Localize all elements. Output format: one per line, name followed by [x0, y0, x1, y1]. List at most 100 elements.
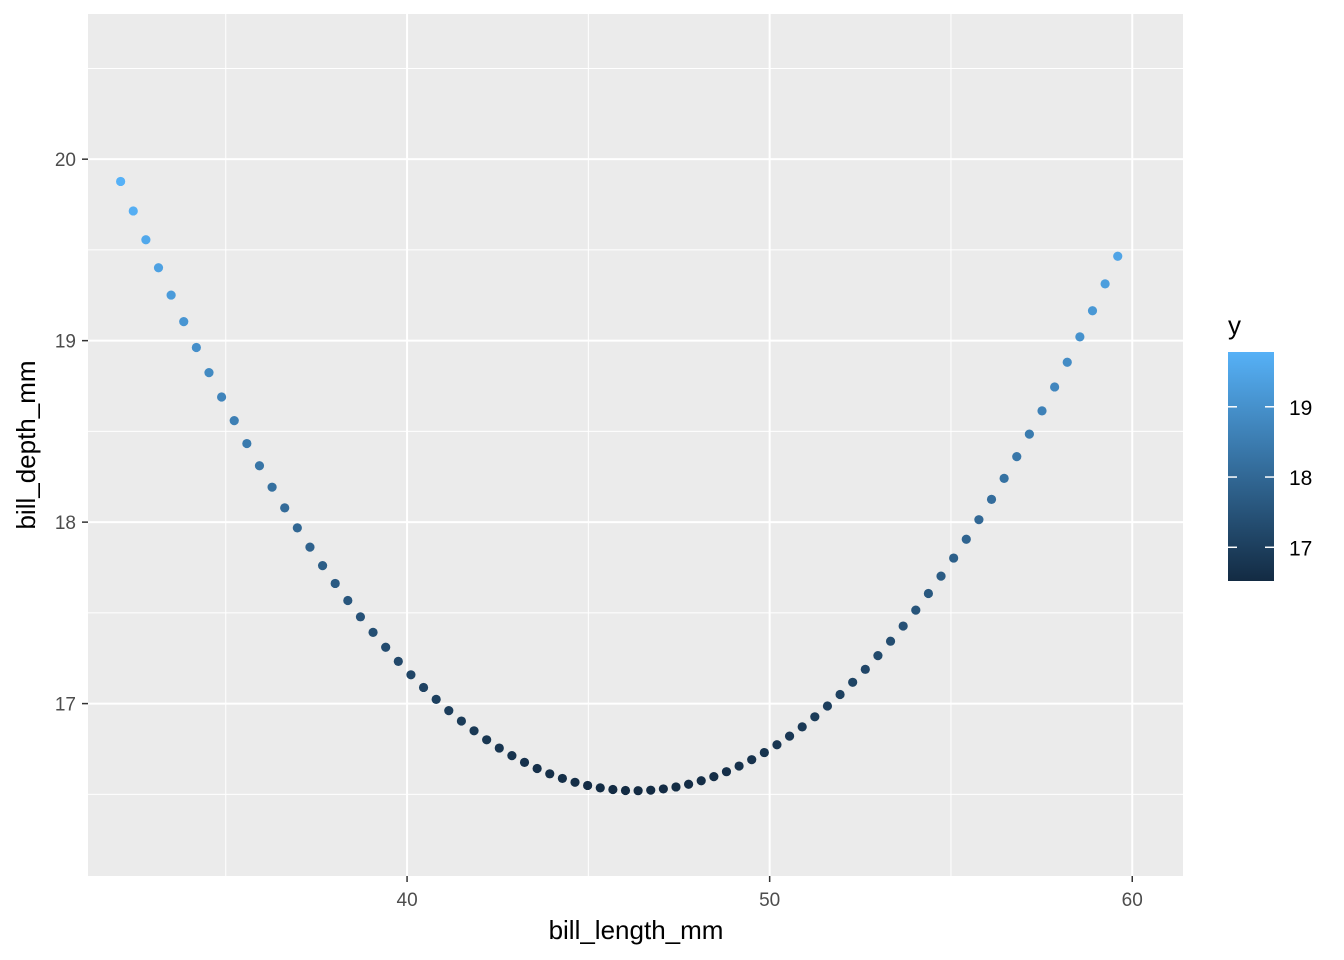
data-point — [570, 777, 580, 787]
data-point — [229, 416, 239, 426]
data-point — [191, 342, 201, 353]
data-point — [860, 664, 870, 674]
data-point — [784, 731, 795, 741]
data-point — [772, 740, 782, 750]
data-point — [545, 769, 555, 779]
data-point — [557, 773, 567, 784]
x-axis-title: bill_length_mm — [549, 915, 724, 945]
data-point — [1024, 429, 1034, 439]
data-point — [267, 482, 277, 492]
y-tick-label: 19 — [55, 332, 76, 353]
data-point — [608, 784, 618, 795]
color-legend: y 17 18 19 — [1228, 310, 1312, 581]
data-point — [242, 438, 252, 449]
data-point — [482, 735, 492, 745]
data-point — [961, 534, 971, 544]
data-point — [254, 461, 265, 471]
data-point — [583, 780, 593, 791]
data-point — [734, 761, 744, 771]
data-points — [116, 176, 1123, 796]
data-point — [633, 786, 643, 796]
data-point — [393, 656, 403, 667]
data-point — [368, 627, 378, 638]
data-point — [885, 636, 896, 646]
data-point — [355, 612, 366, 622]
data-point — [709, 772, 719, 782]
data-point — [469, 726, 479, 736]
y-tick-label: 17 — [55, 695, 76, 716]
data-point — [128, 206, 138, 216]
data-point — [684, 779, 694, 789]
data-point — [418, 682, 429, 693]
data-point — [494, 743, 504, 753]
data-point — [406, 670, 416, 680]
x-tick-label: 50 — [759, 890, 780, 911]
data-point — [444, 705, 454, 716]
data-point — [519, 757, 530, 768]
data-point — [848, 677, 858, 687]
x-tick-label: 60 — [1122, 890, 1143, 911]
data-point — [974, 515, 984, 525]
data-point — [658, 784, 668, 794]
data-point — [141, 235, 151, 245]
legend-tick-label: 18 — [1289, 467, 1312, 490]
grid-lines — [88, 14, 1183, 876]
data-point — [999, 473, 1009, 483]
data-point — [759, 747, 769, 758]
data-point — [936, 571, 946, 581]
data-point — [797, 722, 807, 732]
data-point — [116, 176, 126, 187]
data-point — [911, 605, 921, 615]
data-point — [810, 712, 820, 722]
data-point — [747, 755, 757, 765]
data-point — [330, 578, 340, 589]
data-point — [317, 561, 328, 571]
data-point — [532, 763, 542, 774]
data-point — [179, 317, 189, 327]
data-point — [646, 785, 656, 795]
legend-tick-label: 17 — [1289, 537, 1312, 560]
legend-ticks: 17 18 19 — [1228, 397, 1312, 560]
legend-tick-label: 19 — [1289, 397, 1312, 420]
data-point — [1100, 279, 1110, 289]
data-point — [671, 782, 681, 792]
data-point — [305, 542, 315, 552]
data-point — [292, 523, 302, 533]
data-point — [1087, 306, 1098, 316]
data-point — [1037, 406, 1047, 416]
x-tick-label: 40 — [397, 890, 418, 911]
legend-title: y — [1228, 310, 1241, 340]
data-point — [986, 494, 997, 504]
plot-panel — [88, 14, 1183, 876]
data-point — [595, 783, 605, 793]
data-point — [343, 595, 353, 606]
legend-colorbar — [1228, 352, 1274, 581]
data-point — [873, 651, 883, 661]
data-point — [166, 290, 176, 300]
data-point — [923, 588, 934, 599]
data-point — [217, 392, 227, 402]
data-point — [1113, 251, 1123, 261]
data-point — [1012, 452, 1022, 462]
y-tick-label: 18 — [55, 513, 76, 534]
data-point — [1075, 332, 1085, 342]
data-point — [431, 694, 441, 704]
data-point — [204, 368, 214, 378]
data-point — [949, 553, 959, 563]
data-point — [280, 503, 290, 513]
data-point — [620, 785, 631, 796]
data-point — [898, 621, 908, 631]
x-axis: 40 50 60 — [397, 876, 1143, 911]
data-point — [696, 776, 706, 786]
y-tick-label: 20 — [55, 150, 76, 171]
data-point — [822, 701, 833, 711]
data-point — [153, 263, 164, 273]
y-axis: 17 18 19 20 — [55, 150, 88, 716]
data-point — [456, 716, 467, 726]
data-point — [721, 767, 732, 777]
data-point — [381, 642, 391, 652]
data-point — [835, 689, 845, 700]
y-axis-title: bill_depth_mm — [11, 360, 41, 529]
data-point — [1062, 357, 1072, 367]
